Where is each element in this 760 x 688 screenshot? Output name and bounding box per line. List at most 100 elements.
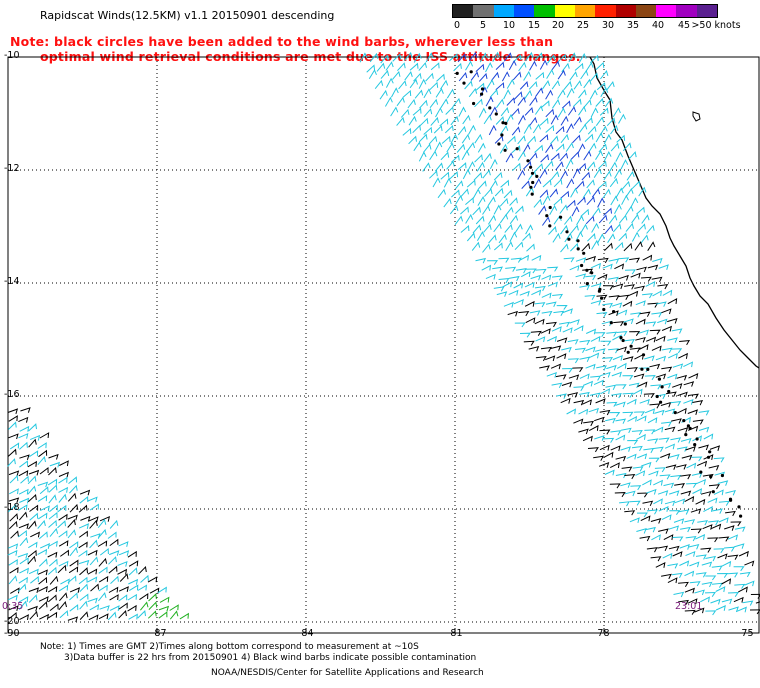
wind-barb (9, 566, 19, 574)
wind-barb (441, 135, 451, 144)
wind-barb (413, 72, 422, 82)
wind-barb (58, 471, 69, 478)
wind-barb (98, 584, 108, 592)
wind-barb (530, 330, 542, 336)
wind-barb (495, 116, 505, 125)
wind-barb (727, 534, 739, 541)
wind-barb (680, 526, 691, 533)
wind-barb (118, 610, 127, 619)
wind-barb (550, 135, 559, 145)
wind-barb (79, 495, 89, 504)
wind-barb (703, 505, 713, 513)
wind-barb (597, 273, 608, 280)
wind-barb (678, 599, 690, 606)
map-frame (7, 56, 760, 634)
wind-barb (680, 437, 692, 444)
wind-barb (500, 179, 510, 188)
contamination-marker (629, 344, 633, 348)
wind-barb (37, 495, 48, 502)
contamination-marker (686, 424, 691, 428)
contamination-marker (529, 185, 533, 189)
wind-barb (671, 328, 683, 334)
wind-barb (550, 363, 562, 370)
wind-barb (691, 472, 703, 478)
wind-barb (392, 70, 401, 80)
wind-barb (29, 504, 39, 512)
wind-barb (684, 519, 696, 525)
wind-barb (499, 213, 509, 224)
wind-barb (396, 96, 405, 107)
wind-barb (97, 518, 107, 529)
wind-barb (98, 592, 107, 602)
wind-barb (538, 205, 547, 215)
lat-label-18: -18 (4, 502, 20, 513)
wind-barb (566, 199, 576, 208)
wind-barb (581, 399, 592, 406)
wind-barb (549, 205, 558, 216)
wind-barb (565, 142, 574, 152)
wind-barb (663, 482, 675, 489)
wind-barb (662, 289, 673, 296)
wind-barb (524, 281, 535, 288)
wind-barb (647, 302, 659, 308)
wind-barb (69, 604, 79, 612)
wind-barb (18, 432, 29, 439)
wind-barb (655, 562, 666, 568)
contamination-marker (565, 230, 569, 234)
wind-barb (648, 470, 659, 477)
wind-barb (646, 547, 658, 553)
wind-barb (577, 196, 586, 205)
wind-barb (738, 550, 749, 557)
contamination-marker (590, 271, 594, 275)
legend-tick-label: 5 (479, 20, 487, 31)
wind-barb (18, 416, 29, 423)
wind-barb (561, 62, 570, 73)
wind-barb (674, 483, 685, 489)
wind-barb (637, 381, 648, 388)
wind-barb (506, 97, 516, 106)
contamination-marker (585, 268, 589, 272)
wind-barb (674, 498, 686, 505)
legend-swatch (676, 5, 697, 17)
wind-barb (59, 610, 69, 619)
wind-barb (159, 596, 170, 603)
wind-barb (18, 596, 29, 603)
wind-barb (49, 575, 59, 585)
wind-barb (561, 346, 572, 353)
wind-barb (598, 214, 608, 224)
wind-barb (610, 142, 620, 152)
contamination-marker (567, 237, 571, 241)
wind-barb (698, 426, 710, 433)
wind-barb (511, 107, 520, 117)
wind-barb (418, 151, 427, 162)
wind-barb (568, 358, 580, 364)
wind-barb (542, 194, 551, 205)
wind-barb (481, 264, 492, 271)
wind-barb (87, 496, 98, 503)
wind-barb (98, 557, 108, 567)
wind-barb (128, 613, 138, 620)
legend-swatch (595, 5, 616, 17)
lon-label-87: -87 (151, 628, 167, 639)
wind-barb (462, 168, 471, 180)
wind-barb (29, 512, 39, 521)
wind-barb (614, 241, 624, 251)
wind-barb (19, 497, 30, 504)
wind-barb (638, 329, 649, 336)
wind-barb (672, 551, 683, 558)
wind-barb (460, 224, 470, 233)
wind-barb (676, 407, 687, 414)
wind-barb (409, 62, 419, 71)
wind-barb (599, 444, 610, 451)
wind-barb (652, 446, 664, 452)
wind-barb (573, 418, 584, 425)
wind-barb (695, 554, 707, 560)
wind-barb (37, 481, 49, 488)
wind-barb (439, 118, 449, 127)
wind-barb (534, 318, 545, 325)
wind-barb (67, 529, 77, 539)
wind-barb (443, 177, 452, 188)
wind-barb (158, 611, 168, 619)
wind-barb (676, 374, 688, 381)
wind-barb (553, 178, 563, 188)
